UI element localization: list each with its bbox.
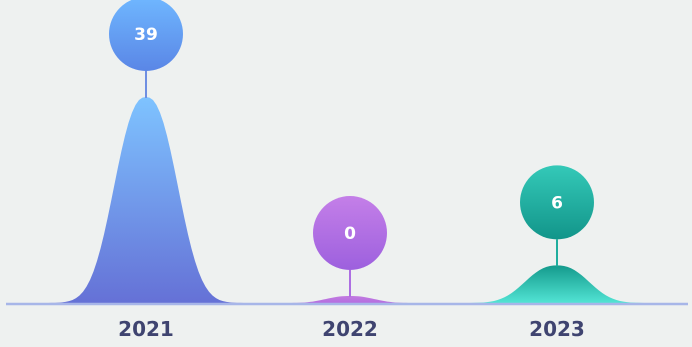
peak-area-2021 [41, 97, 251, 303]
value-bubble-2023 [520, 165, 594, 240]
value-bubble-2021 [109, 0, 183, 71]
x-tick-2023: 2023 [529, 317, 585, 341]
x-tick-2021: 2021 [118, 317, 174, 341]
bubbles-layer: 39 0 6 [109, 0, 594, 270]
stems-layer [145, 71, 558, 297]
x-ticks-layer: 2021 2022 2023 [118, 317, 585, 341]
value-label-2021: 39 [134, 25, 158, 45]
peak-area-2022 [270, 296, 430, 303]
value-label-2023: 6 [551, 193, 563, 213]
value-bubble-2022 [313, 196, 387, 270]
peak-area-2023 [452, 265, 662, 303]
peaks-layer [41, 97, 662, 303]
value-label-2022: 0 [344, 224, 356, 244]
x-tick-2022: 2022 [322, 317, 378, 341]
